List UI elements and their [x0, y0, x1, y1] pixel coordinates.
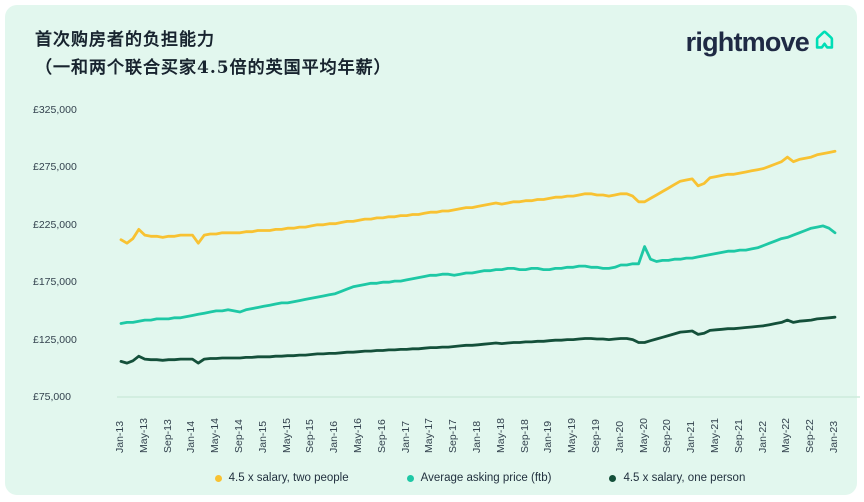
page-title: 首次购房者的负担能力	[35, 30, 215, 50]
legend-item: Average asking price (ftb)	[406, 472, 552, 484]
legend-dot-icon	[406, 474, 414, 482]
legend-item: 4.5 x salary, one person	[609, 472, 745, 484]
chart-card: 首次购房者的负担能力 （一和两个联合买家4.5倍的英国平均年薪） rightmo…	[5, 5, 860, 495]
house-arrow-icon	[815, 30, 834, 49]
legend-item: 4.5 x salary, two people	[214, 472, 349, 484]
page-subtitle: （一和两个联合买家4.5倍的英国平均年薪）	[35, 58, 392, 78]
y-tick-label: £325,000	[33, 104, 77, 116]
legend-dot-icon	[214, 474, 222, 482]
y-tick-label: £175,000	[33, 276, 77, 289]
legend-label: 4.5 x salary, one person	[623, 472, 746, 484]
line-chart	[117, 149, 860, 398]
y-tick-label: £225,000	[33, 218, 77, 231]
legend-dot-icon	[609, 474, 617, 482]
y-tick-label: £125,000	[33, 333, 77, 346]
legend-label: 4.5 x salary, two people	[228, 472, 349, 484]
series-line-average-asking-price-ftb-	[119, 224, 837, 325]
chart-legend: 4.5 x salary, two people Average asking p…	[113, 472, 847, 484]
series-line-4-5-x-salary-one-person	[119, 315, 837, 365]
rightmove-logo: rightmove	[686, 27, 837, 57]
rightmove-logo-text: rightmove	[685, 27, 810, 57]
y-tick-label: £275,000	[33, 161, 77, 174]
series-line-4-5-x-salary-two-people	[119, 149, 837, 245]
y-tick-label: £75,000	[33, 391, 71, 403]
legend-label: Average asking price (ftb)	[420, 472, 552, 484]
